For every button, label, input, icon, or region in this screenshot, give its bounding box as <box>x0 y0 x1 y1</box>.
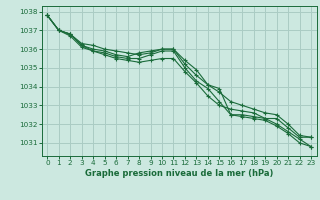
X-axis label: Graphe pression niveau de la mer (hPa): Graphe pression niveau de la mer (hPa) <box>85 169 273 178</box>
